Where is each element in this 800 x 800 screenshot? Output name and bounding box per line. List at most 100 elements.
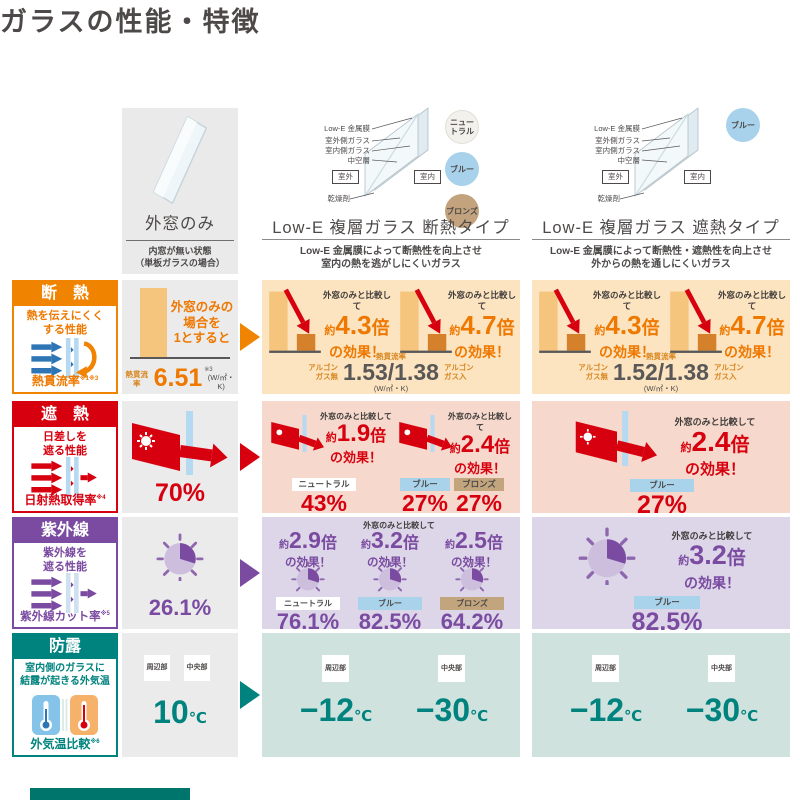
position-chip-center: 中央部 (184, 655, 210, 681)
glass-color-chip-blue: ブルー (630, 479, 694, 492)
insulation-header-divider (262, 239, 520, 240)
bar-comparison-chart (670, 288, 722, 353)
effect-label: の効果！ (454, 344, 510, 360)
effect-label: の効果！ (724, 344, 780, 360)
flow-arrow-uv (240, 559, 260, 587)
diagram-label-air-layer: 中空層 (617, 156, 641, 165)
thermometers-icon (32, 695, 98, 735)
argon-with-label: アルゴン ガス入 (713, 363, 744, 381)
temp-value-edge: −12℃ (299, 692, 373, 728)
lowe-glass-diagram-shielding (619, 107, 699, 200)
bar-comparison-chart (400, 288, 452, 353)
shading-pct: 43% (300, 490, 348, 516)
uv-pct: 76.1% (276, 609, 340, 634)
uv-pie-sun-icon (455, 561, 489, 592)
column-title-outer-only: 外窓のみ (145, 215, 215, 233)
flow-arrow-insulation (240, 323, 260, 351)
page-title: ガラスの性能・特徴 (0, 7, 261, 37)
flow-arrow-condensation (240, 681, 260, 709)
temp-value-center: −30℃ (685, 692, 759, 728)
u-value-group: アルゴン ガス無 熱貫流率 1.53/1.38 (W/㎡・K) アルゴン ガス入 (262, 352, 520, 393)
lowe-glass-diagram-insulation (349, 107, 429, 200)
column-caption-shielding: Low-E 金属膜によって断熱性・遮熱性を向上させ 外からの熱を通しにくいガラス (550, 246, 772, 270)
shading-arrows-icon (31, 457, 97, 497)
row-label-uv: 紫外線 紫外線を 遮る性能 紫外線カット率※5 (12, 517, 118, 629)
position-chip-edge: 周辺部 (592, 655, 619, 682)
shielding-header-divider (532, 239, 790, 240)
sun-through-glass-icon (271, 415, 324, 452)
cell-cond-mid: 周辺部 −12℃ 中央部 −30℃ (262, 633, 520, 757)
position-chip-edge: 周辺部 (144, 655, 170, 681)
position-chip-edge: 周辺部 (322, 655, 349, 682)
u-value-note: ※3 (204, 367, 213, 373)
u-value: 1.52/1.38 (613, 359, 709, 385)
row-label-uv-metric: 紫外線カット率※5 (20, 611, 110, 623)
u-value-unit: (W/㎡・K) (373, 384, 409, 393)
position-chip-center: 中央部 (708, 655, 735, 682)
row-label-condensation-metric: 外気温比較※6 (30, 737, 100, 751)
row-label-insulation: 断 熱 熱を伝えにくく する性能 熱貫流率※1※3 (12, 280, 118, 394)
cell-uv-outer: 26.1% (122, 517, 238, 629)
u-value-unit: (W/㎡・K) (643, 384, 679, 393)
row-label-condensation-desc: 室内側のガラスに 結露が起きる外気温 (20, 663, 110, 687)
effect-block: 外窓のみと比較して 約2.4倍 の効果！ (660, 417, 770, 478)
temp-value-center: −30℃ (415, 692, 489, 728)
row-label-uv-desc: 紫外線を 遮る性能 (43, 547, 87, 573)
sun-through-glass-icon (132, 411, 228, 475)
u-value-block: 熱貫流率 1.53/1.38 (W/㎡・K) (343, 352, 439, 393)
column-title-insulation: Low-E 複層ガラス 断熱タイプ (272, 219, 510, 237)
cell-cond-right: 周辺部 −12℃ 中央部 −30℃ (532, 633, 790, 757)
cell-insulation-right: 外窓のみと比較して 約4.3倍 の効果！ 外窓のみと比較して 約4.7倍 の効果… (532, 280, 790, 394)
effect-block: 外窓のみと比較して 約4.7倍 の効果！ (716, 290, 788, 360)
diagram-label-outside: 室外 (332, 170, 359, 184)
uv-pie-sun-icon (291, 561, 325, 592)
effect-multiplier: 約2.4倍 (680, 426, 750, 457)
compare-note: 外窓のみと比較して (671, 531, 753, 541)
argon-with-label: アルゴン ガス入 (443, 363, 474, 381)
uv-pct: 82.5% (631, 608, 703, 636)
shading-pct: 27% (636, 491, 688, 519)
column-header-shielding: Low-E 金属膜 室外側ガラス 室内側ガラス 中空層 室外 室内 乾燥剤 ブル… (532, 100, 790, 274)
effect-label: の効果！ (684, 575, 740, 591)
position-chip-center: 中央部 (438, 655, 465, 682)
effect-label: の効果！ (453, 461, 506, 476)
effect-multiplier: 約4.3倍 (324, 310, 390, 340)
cell-uv-mid: 外窓のみと比較して 約2.9倍 の効果！ 約3.2倍 の効果！ 約2.5倍 の効… (262, 517, 520, 634)
cell-insulation-mid: 外窓のみと比較して 約4.3倍 の効果！ 外窓のみと比較して 約4.7倍 の効果… (262, 280, 520, 394)
compare-note: 外窓のみと比較して (717, 290, 786, 311)
argon-without-label: アルゴン ガス無 (308, 363, 339, 381)
row-label-insulation-metric: 熱貫流率※1※3 (31, 374, 99, 388)
effect-label: の効果！ (329, 450, 382, 465)
effect-multiplier: 約4.7倍 (719, 310, 785, 340)
row-label-shading-desc: 日差しを 遮る性能 (43, 431, 87, 457)
effect-multiplier: 約3.2倍 (678, 540, 746, 570)
column-header-insulation: Low-E 金属膜 室外側ガラス 室内側ガラス 中空層 室外 室内 乾燥剤 ニュ… (262, 100, 520, 274)
effect-multiplier: 約4.3倍 (594, 310, 660, 340)
compare-note: 外窓のみと比較して (447, 290, 516, 311)
glass-color-chip-neutral: ニュートラル (276, 597, 340, 610)
cell-shading-right: 外窓のみと比較して 約2.4倍 の効果！ ブルー 27% (532, 401, 790, 519)
effect-label: の効果！ (329, 344, 385, 360)
cell-shading-outer: 70% (122, 401, 238, 513)
row-label-shading-metric: 日射熱取得率※4 (24, 493, 106, 507)
effect-block: 外窓のみと比較して 約2.4倍 の効果！ (448, 411, 512, 477)
effect-multiplier: 約4.7倍 (449, 310, 515, 340)
outer-base-note: 外窓のみの 場合を 1とすると (170, 300, 234, 345)
swatch-blue: ブルー (726, 108, 760, 142)
diagram-label-inside: 室内 (414, 170, 441, 184)
bar-comparison-chart (539, 288, 591, 353)
compare-note: 外窓のみと比較して (592, 290, 661, 311)
outer-temp-value: 10℃ (153, 694, 207, 730)
u-value-metric: 熱貫流率 (125, 369, 149, 388)
shading-pct: 27% (401, 490, 449, 516)
glass-color-chip-bronze: ブロンズ (454, 478, 504, 491)
diagram-label-outside: 室外 (602, 170, 629, 184)
row-label-uv-title: 紫外線 (14, 519, 116, 543)
compare-note: 外窓のみと比較して (322, 290, 391, 311)
column-caption-insulation: Low-E 金属膜によって断熱性を向上させ 室内の熱を逃がしにくいガラス (300, 246, 482, 270)
u-value-block: 熱貫流率 1.52/1.38 (W/㎡・K) (613, 352, 709, 393)
u-value-unit: (W/㎡・K) (207, 373, 235, 391)
cell-insulation-outer: 外窓のみの 場合を 1とすると 熱貫流率 6.51 ※3 (W/㎡・K) (122, 280, 238, 394)
shading-pct: 27% (455, 490, 503, 516)
